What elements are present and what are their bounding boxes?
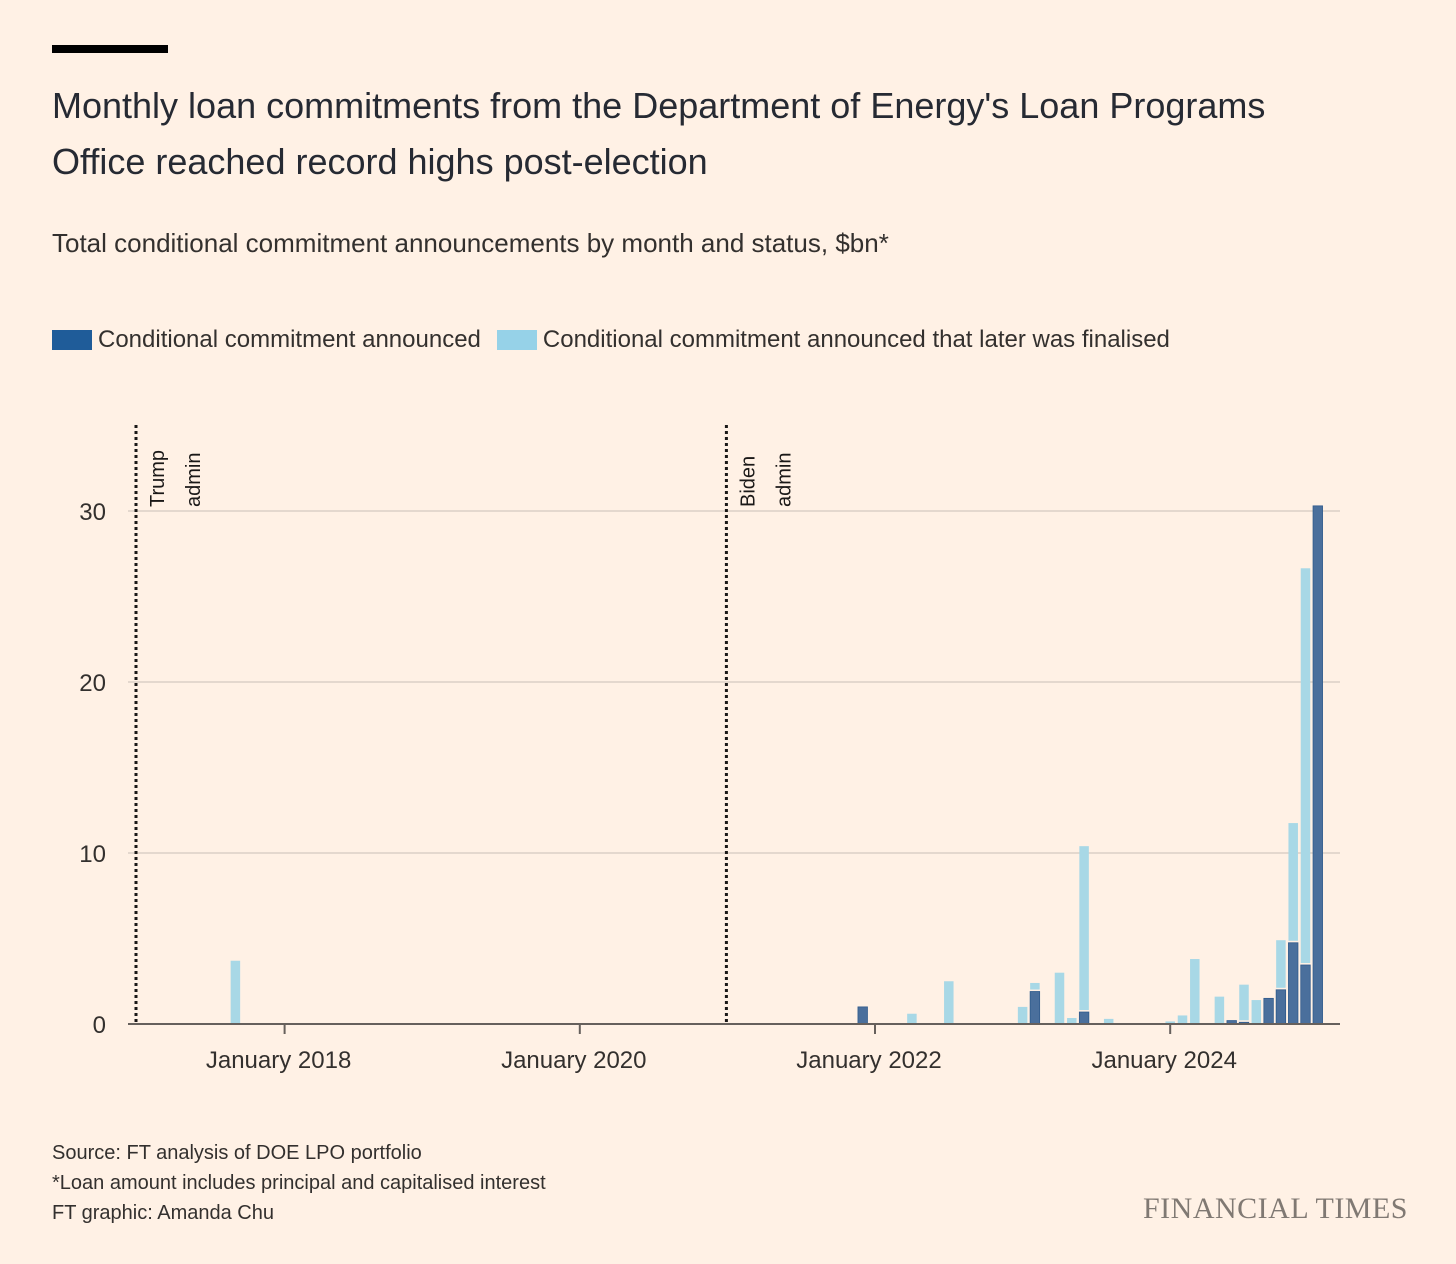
x-tick-label: January 2020 [501, 1047, 646, 1074]
bar-finalised [1251, 1000, 1262, 1024]
bar-finalised [1165, 1021, 1175, 1024]
y-tick-label: 10 [79, 841, 106, 868]
source-note: Source: FT analysis of DOE LPO portfolio [52, 1142, 422, 1164]
ft-logo: FINANCIAL TIMES [1142, 1192, 1408, 1225]
chart-title: Monthly loan commitments from the Depart… [52, 85, 1266, 182]
y-tick-label: 30 [79, 499, 106, 526]
bar-finalised [1067, 1018, 1077, 1024]
credit: FT graphic: Amanda Chu [52, 1202, 274, 1224]
x-tick-label: January 2024 [1091, 1047, 1236, 1074]
bar-finalised [1079, 846, 1089, 1011]
legend-item-finalised: Conditional commitment announced that la… [496, 326, 1170, 354]
y-tick-label: 20 [79, 670, 106, 697]
bar-finalised [1177, 1015, 1188, 1024]
y-tick-label: 0 [93, 1012, 106, 1039]
bar-finalised [1030, 982, 1040, 990]
bar-announced [857, 1006, 868, 1025]
x-tick-label: January 2018 [206, 1047, 351, 1074]
bar-announced [1312, 505, 1323, 1025]
chart-subtitle: Total conditional commitment announcemen… [52, 228, 889, 258]
bar-finalised [1288, 823, 1298, 941]
bar-finalised [1300, 568, 1311, 964]
bar-announced [1300, 964, 1311, 1025]
bar-finalised [907, 1013, 917, 1024]
footnote: *Loan amount includes principal and capi… [52, 1172, 546, 1194]
bar-announced [1288, 942, 1299, 1025]
legend-label-finalised: Conditional commitment announced that la… [542, 326, 1170, 353]
bar-finalised [1239, 984, 1249, 1021]
bar-finalised [1103, 1018, 1114, 1024]
bar-finalised [1017, 1006, 1028, 1024]
legend-label-announced: Conditional commitment announced [98, 326, 481, 353]
legend-item-announced: Conditional commitment announced [52, 326, 481, 354]
admin-label: admin [773, 453, 795, 507]
bar-finalised [1276, 940, 1286, 988]
bar-finalised [944, 981, 954, 1024]
bar-announced [1263, 997, 1274, 1025]
bar-announced [1275, 989, 1287, 1025]
bar-finalised [1190, 959, 1200, 1024]
legend: Conditional commitment announced Conditi… [52, 326, 1186, 354]
bar-finalised [1214, 996, 1225, 1024]
footer: Source: FT analysis of DOE LPO portfolio… [52, 1138, 546, 1228]
bar-finalised [230, 960, 241, 1024]
bar-announced [1078, 1011, 1090, 1025]
bar-announced [1029, 991, 1041, 1025]
admin-label: Biden [737, 456, 759, 507]
x-tick-label: January 2022 [796, 1047, 941, 1074]
admin-label: Trump [147, 450, 169, 507]
header-rule [52, 45, 168, 53]
admin-label: admin [183, 453, 205, 507]
legend-swatch-announced [52, 330, 92, 350]
legend-swatch-finalised [496, 330, 537, 350]
bar-finalised [1054, 972, 1065, 1024]
